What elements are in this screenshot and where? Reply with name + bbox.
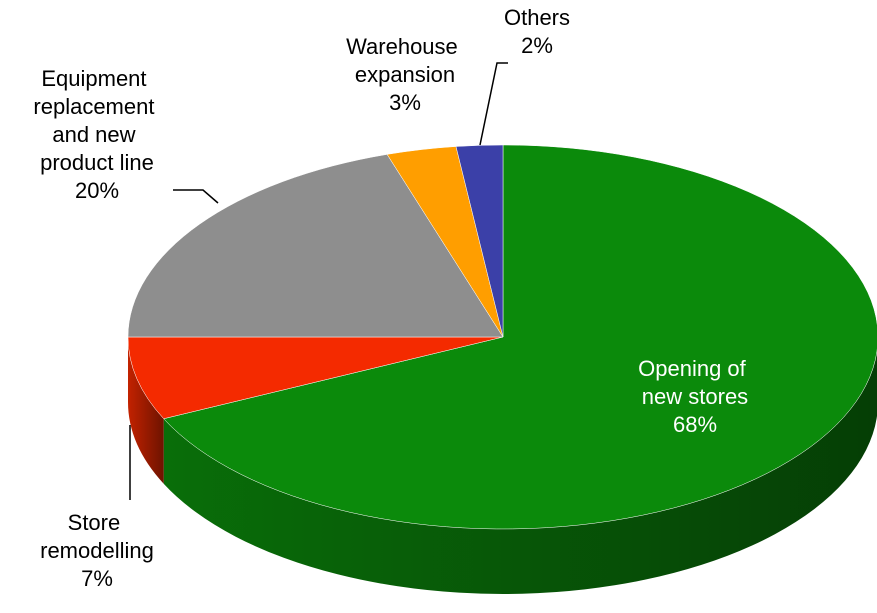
slice-label: Equipment replacement and new product li…: [33, 66, 160, 175]
pie-side: [163, 350, 877, 594]
leader-line: [173, 189, 219, 204]
labels: Opening of new stores 68% Store remodellin…: [33, 5, 751, 591]
label-line: replacement: [33, 94, 160, 119]
pie-side: [128, 337, 164, 484]
slice-label: Warehouse expansion: [346, 34, 464, 87]
label-line: Warehouse: [346, 34, 464, 59]
value-label: 68%: [673, 412, 717, 437]
label-line: expansion: [355, 62, 455, 87]
label-line: Opening of: [638, 356, 752, 381]
value-label: 7%: [81, 566, 113, 591]
label-line: Others: [504, 5, 570, 30]
pie-sides: [128, 337, 877, 594]
pie-slice: [455, 144, 504, 338]
slice-label: Opening of new stores: [638, 356, 752, 409]
value-label: 20%: [75, 178, 119, 203]
label-line: remodelling: [40, 538, 154, 563]
label-line: product line: [40, 150, 154, 175]
pie-slice: [163, 144, 877, 530]
label-line: new stores: [642, 384, 748, 409]
pie-tops: [127, 144, 877, 530]
label-line: Store: [68, 510, 127, 535]
value-label: 2%: [521, 33, 553, 58]
value-label: 3%: [389, 90, 421, 115]
slice-label: Store remodelling: [40, 510, 154, 563]
pie-slice: [127, 336, 504, 420]
label-line: and new: [52, 122, 141, 147]
pie-slice: [127, 154, 504, 338]
label-line: Equipment: [41, 66, 152, 91]
leader-line: [479, 62, 508, 146]
slice-label: Others: [504, 5, 570, 30]
